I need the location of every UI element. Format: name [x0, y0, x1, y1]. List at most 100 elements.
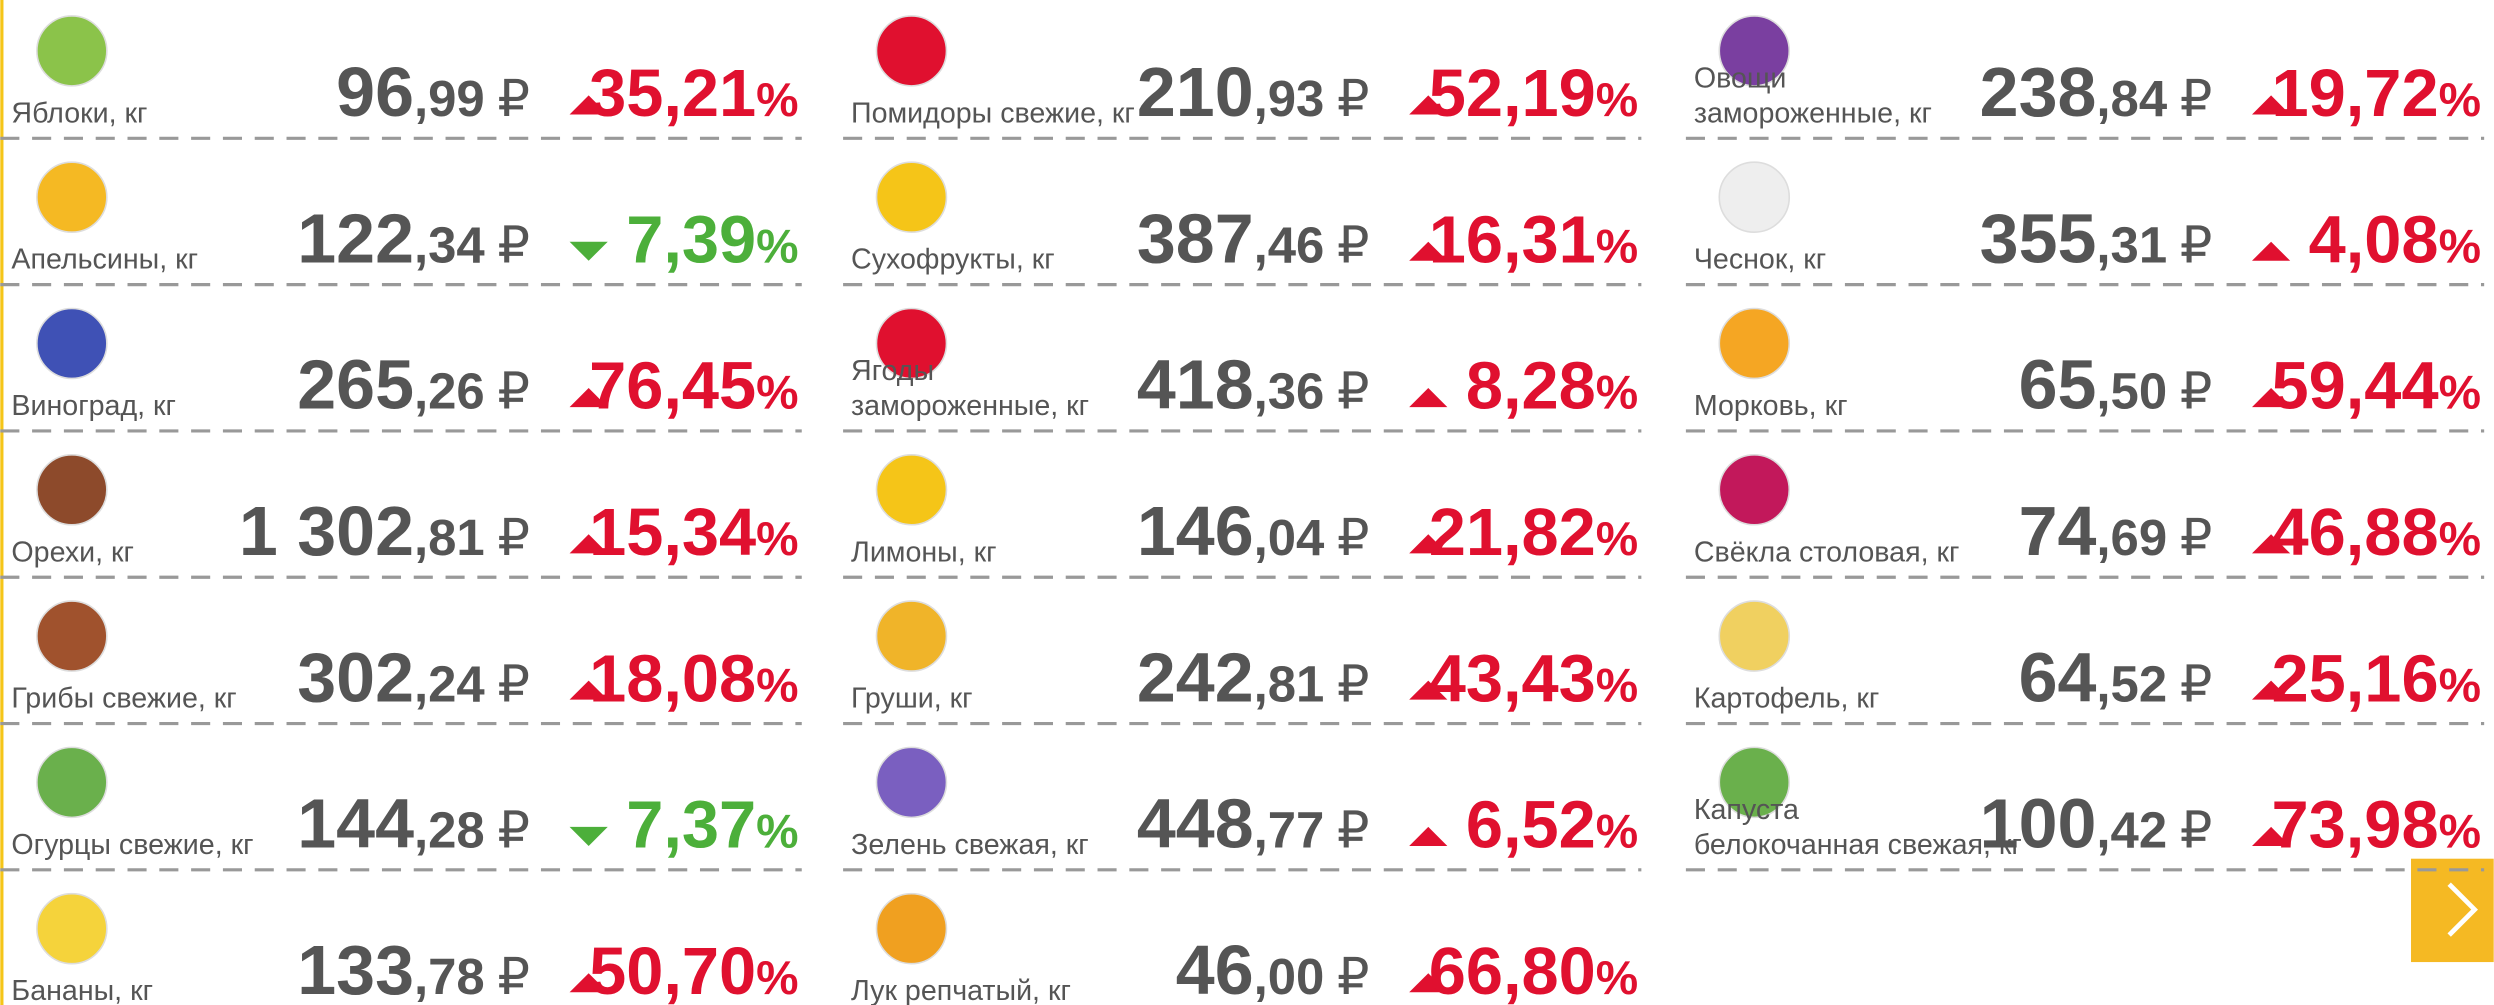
arrow-up [1409, 826, 1448, 846]
change-value: 8,28 [1466, 350, 1596, 424]
percent-sign: % [756, 659, 798, 712]
price-dec: ,28 [414, 802, 485, 859]
product-name: Виноград, кг [11, 390, 176, 422]
price: 1 302,81 ₽ [239, 492, 530, 570]
arrow-up [1409, 534, 1448, 554]
next-button[interactable] [2411, 858, 2494, 963]
currency: ₽ [1337, 802, 1369, 859]
percent-sign: % [1596, 806, 1638, 859]
currency: ₽ [1337, 216, 1369, 273]
price: 355,31 ₽ [1980, 199, 2213, 277]
change: 16,31% [1429, 203, 1638, 277]
currency: ₽ [497, 948, 529, 1005]
percent-sign: % [1596, 952, 1638, 1005]
arrow-up [569, 680, 608, 700]
product-icon [36, 453, 108, 526]
currency: ₽ [1337, 948, 1369, 1005]
percent-sign: % [1596, 74, 1638, 127]
product-name: Морковь, кг [1694, 390, 1848, 422]
product-name: Апельсины, кг [11, 244, 198, 276]
price: 418,36 ₽ [1137, 346, 1370, 424]
price-int: 355 [1980, 199, 2097, 277]
currency: ₽ [1337, 655, 1369, 712]
product-row: Апельсины, кг 122,34 ₽ 7,39% [0, 161, 802, 287]
product-name: Лимоны, кг [851, 536, 997, 568]
change: 50,70% [589, 935, 798, 1005]
price: 65,50 ₽ [2019, 346, 2213, 424]
product-name: Груши, кг [851, 683, 973, 715]
price-int: 146 [1137, 492, 1254, 570]
price: 122,34 ₽ [297, 199, 530, 277]
price: 100,42 ₽ [1980, 785, 2213, 863]
currency: ₽ [497, 363, 529, 420]
change-value: 21,82 [1429, 496, 1596, 570]
product-icon [36, 600, 108, 672]
price-dec: ,77 [1254, 802, 1325, 859]
product-name: Огурцы свежие, кг [11, 829, 253, 861]
currency: ₽ [1337, 363, 1369, 420]
price-dec: ,93 [1254, 70, 1325, 127]
arrow-down [569, 826, 608, 846]
change: 7,39% [626, 203, 798, 277]
change: 35,21% [589, 57, 798, 131]
arrow-up [569, 973, 608, 993]
currency: ₽ [497, 216, 529, 273]
product-name: Овощи [1694, 62, 1787, 94]
product-row: Зелень свежая, кг 448,77 ₽6,52% [843, 746, 1642, 872]
arrow-up [2252, 534, 2291, 554]
percent-sign: % [756, 513, 798, 566]
price-int: 65 [2019, 346, 2097, 424]
arrow-down [569, 241, 608, 261]
currency: ₽ [2180, 70, 2212, 127]
price-int: 46 [1176, 931, 1254, 1005]
product-icon [1718, 15, 1791, 87]
change-value: 46,88 [2272, 496, 2439, 570]
product-row: Грибы свежие, кг 302,24 ₽18,08% [0, 600, 802, 726]
arrow-up [2252, 95, 2291, 115]
change: 4,08% [2309, 203, 2481, 277]
currency: ₽ [497, 70, 529, 127]
product-icon [875, 15, 948, 87]
price-dec: ,78 [414, 948, 485, 1005]
product-name: Зелень свежая, кг [851, 829, 1089, 861]
price: 302,24 ₽ [297, 638, 530, 716]
price: 387,46 ₽ [1137, 199, 1370, 277]
product-name: белокочанная свежая, кг [1694, 829, 2022, 861]
product-name: Картофель, кг [1694, 683, 1879, 715]
product-icon [36, 161, 108, 233]
price-dec: ,04 [1254, 509, 1325, 566]
price-dec: ,42 [2096, 802, 2167, 859]
change: 43,43% [1429, 642, 1638, 716]
product-row: Огурцы свежие, кг 144,28 ₽7,37% [0, 746, 802, 872]
change-value: 16,31 [1429, 203, 1596, 277]
product-name: Лук репчатый, кг [851, 975, 1071, 1005]
change: 59,44% [2272, 350, 2481, 424]
change-value: 76,45 [589, 350, 756, 424]
price-int: 133 [297, 931, 414, 1005]
product-row: Орехи, кг 1 302,81 ₽15,34% [0, 453, 802, 579]
percent-sign: % [1596, 513, 1638, 566]
product-name: Бананы, кг [11, 975, 153, 1005]
price: 242,81 ₽ [1137, 638, 1370, 716]
price-dec: ,34 [414, 216, 485, 273]
price: 210,93 ₽ [1137, 53, 1370, 131]
product-row: Сухофрукты, кг 387,46 ₽16,31% [843, 161, 1642, 287]
change: 18,08% [589, 642, 798, 716]
arrow-up [569, 95, 608, 115]
price-int: 74 [2019, 492, 2097, 570]
arrow-up [1409, 680, 1448, 700]
product-icon [1718, 307, 1791, 380]
product-row: Яблоки, кг 96,99 ₽35,21% [0, 15, 802, 140]
product-name: замороженные, кг [851, 390, 1089, 422]
change: 21,82% [1429, 496, 1638, 570]
price: 64,52 ₽ [2019, 638, 2213, 716]
price-dec: ,69 [2096, 509, 2167, 566]
currency: ₽ [2180, 509, 2212, 566]
change-value: 4,08 [2309, 203, 2439, 277]
product-icon [36, 746, 108, 819]
product-icon [875, 746, 948, 819]
price-int: 265 [297, 346, 414, 424]
